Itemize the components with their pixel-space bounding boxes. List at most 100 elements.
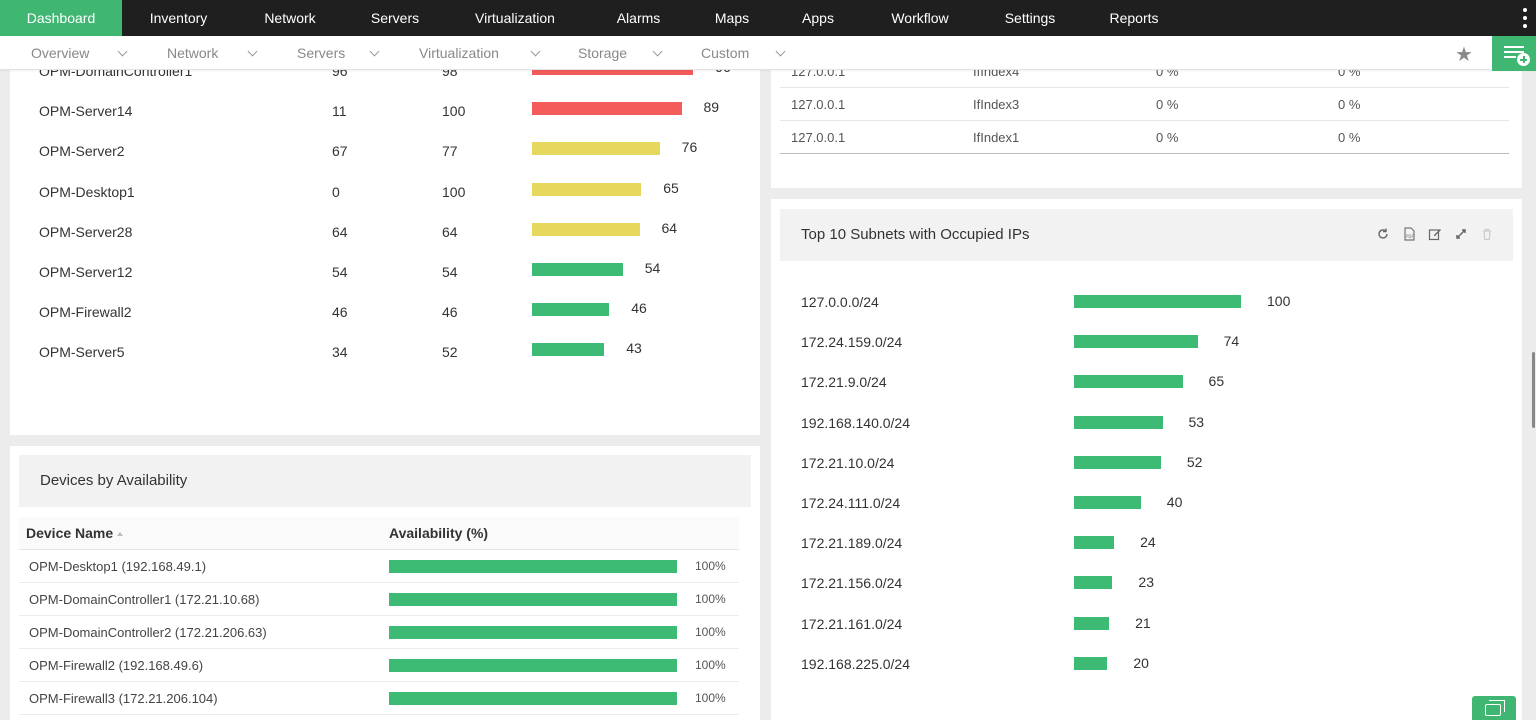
subnet-bar-value: 74	[1223, 333, 1240, 350]
subnet-label: 172.24.111.0/24	[801, 495, 901, 511]
device-bar-value: 46	[631, 300, 647, 317]
availability-bar	[389, 560, 677, 573]
favorite-star-icon[interactable]: ★	[1455, 44, 1473, 66]
device-bar	[532, 142, 660, 156]
availability-table-header: Device Name Availability (%)	[19, 517, 739, 550]
device-bar-value: 64	[661, 219, 678, 236]
device-metric-1: 0	[332, 183, 340, 200]
availability-value: 100%	[695, 592, 726, 606]
device-name: OPM-Firewall2	[39, 304, 132, 321]
availability-bar	[389, 659, 677, 672]
subnav-network[interactable]: Network	[167, 36, 218, 70]
interface-index: IfIndex3	[973, 97, 1020, 112]
tab-workflow[interactable]: Workflow	[891, 10, 949, 26]
device-bar	[532, 263, 623, 276]
subnav-servers[interactable]: Servers	[297, 36, 345, 70]
chevron-down-icon[interactable]	[530, 46, 541, 57]
subnet-bar	[1074, 616, 1110, 630]
pdf-icon[interactable]: PDF	[1402, 227, 1416, 241]
availability-header: Devices by Availability	[19, 455, 751, 507]
device-metric-1: 64	[332, 223, 348, 240]
table-row: 127.0.0.1 IfIndex1 0 % 0 %	[780, 121, 1509, 154]
tab-alarms[interactable]: Alarms	[616, 10, 661, 26]
edit-icon[interactable]	[1428, 227, 1442, 241]
subnet-bar-value: 24	[1140, 534, 1156, 551]
subnet-bar-value: 40	[1166, 494, 1183, 510]
device-bar	[532, 182, 642, 196]
tab-reports[interactable]: Reports	[1109, 10, 1159, 26]
tab-inventory[interactable]: Inventory	[149, 10, 208, 26]
chevron-down-icon[interactable]	[117, 46, 128, 57]
more-menu-icon[interactable]	[1522, 8, 1528, 28]
tab-maps[interactable]: Maps	[714, 10, 750, 26]
device-name: OPM-Server12	[39, 264, 133, 280]
device-metric-2: 54	[442, 264, 458, 280]
column-label: Device Name	[26, 525, 114, 541]
chevron-down-icon[interactable]	[775, 46, 786, 57]
subnets-title: Top 10 Subnets with Occupied IPs	[801, 226, 1030, 243]
tab-servers[interactable]: Servers	[370, 10, 420, 26]
delete-icon[interactable]	[1480, 227, 1494, 241]
subnet-label: 172.21.161.0/24	[801, 615, 903, 632]
device-metric-2: 77	[442, 143, 458, 160]
column-device-name[interactable]: Device Name	[26, 517, 124, 549]
device-metric-2: 64	[442, 223, 458, 240]
interface-out: 0 %	[1338, 130, 1361, 145]
subnav-custom[interactable]: Custom	[701, 36, 749, 70]
interface-in: 0 %	[1156, 130, 1179, 145]
availability-bar	[389, 626, 677, 639]
subnav-label: Virtualization	[419, 45, 499, 61]
subnet-bar-value: 52	[1186, 453, 1203, 470]
column-availability[interactable]: Availability (%)	[389, 525, 489, 541]
chevron-down-icon[interactable]	[652, 46, 663, 57]
device-bar	[532, 222, 640, 236]
table-row: OPM-Desktop1 (192.168.49.1) 100%	[19, 550, 739, 583]
subnet-bar	[1074, 335, 1198, 349]
tab-dashboard[interactable]: Dashboard	[0, 0, 122, 36]
subnet-label: 172.21.156.0/24	[801, 575, 903, 592]
device-bar	[532, 303, 610, 317]
table-row: 127.0.0.1 IfIndex3 0 % 0 %	[780, 88, 1509, 121]
subnet-label: 192.168.140.0/24	[801, 414, 910, 431]
device-label: OPM-Firewall2 (192.168.49.6)	[29, 658, 204, 673]
chat-button[interactable]	[1472, 696, 1516, 720]
tab-virtualization[interactable]: Virtualization	[475, 10, 555, 26]
device-label: OPM-Firewall3 (172.21.206.104)	[29, 691, 218, 706]
chevron-down-icon[interactable]	[369, 46, 380, 57]
availability-value: 100%	[695, 691, 726, 705]
interface-out: 0 %	[1338, 97, 1361, 112]
device-metric-1: 34	[332, 344, 348, 361]
refresh-icon[interactable]	[1376, 227, 1390, 241]
availability-value: 100%	[695, 658, 726, 672]
tab-network[interactable]: Network	[264, 10, 316, 26]
device-bar	[532, 343, 605, 357]
device-metric-2: 46	[442, 304, 458, 321]
subnav-label: Overview	[31, 45, 90, 61]
device-bar-value: 43	[626, 340, 642, 357]
subnav-label: Servers	[297, 45, 346, 61]
device-bar-value: 76	[681, 139, 698, 156]
device-metric-2: 100	[442, 103, 466, 120]
device-label: OPM-DomainController1 (172.21.10.68)	[29, 592, 260, 607]
subnet-label: 192.168.225.0/24	[801, 655, 910, 672]
chevron-down-icon[interactable]	[247, 46, 258, 57]
availability-bar	[389, 593, 677, 606]
sort-icon[interactable]	[117, 532, 124, 537]
subnav-overview[interactable]: Overview	[31, 36, 89, 70]
interfaces-panel	[771, 70, 1522, 188]
device-name: OPM-Desktop1	[39, 183, 135, 200]
tab-settings[interactable]: Settings	[1004, 10, 1056, 26]
subnet-bar	[1074, 576, 1113, 590]
top-nav: Dashboard Inventory Network Servers Virt…	[0, 0, 1536, 36]
device-name: OPM-Server28	[39, 223, 133, 240]
page-scrollbar[interactable]	[1532, 352, 1535, 428]
tab-apps[interactable]: Apps	[802, 10, 834, 26]
subnav-virtualization[interactable]: Virtualization	[419, 36, 499, 70]
subnet-bar	[1074, 536, 1115, 550]
subnet-bar	[1074, 496, 1141, 509]
subnav-storage[interactable]: Storage	[578, 36, 627, 70]
subnet-bar-value: 23	[1138, 574, 1154, 591]
add-widget-button[interactable]	[1492, 36, 1536, 71]
subnet-bar	[1074, 295, 1241, 308]
expand-icon[interactable]	[1454, 227, 1468, 241]
